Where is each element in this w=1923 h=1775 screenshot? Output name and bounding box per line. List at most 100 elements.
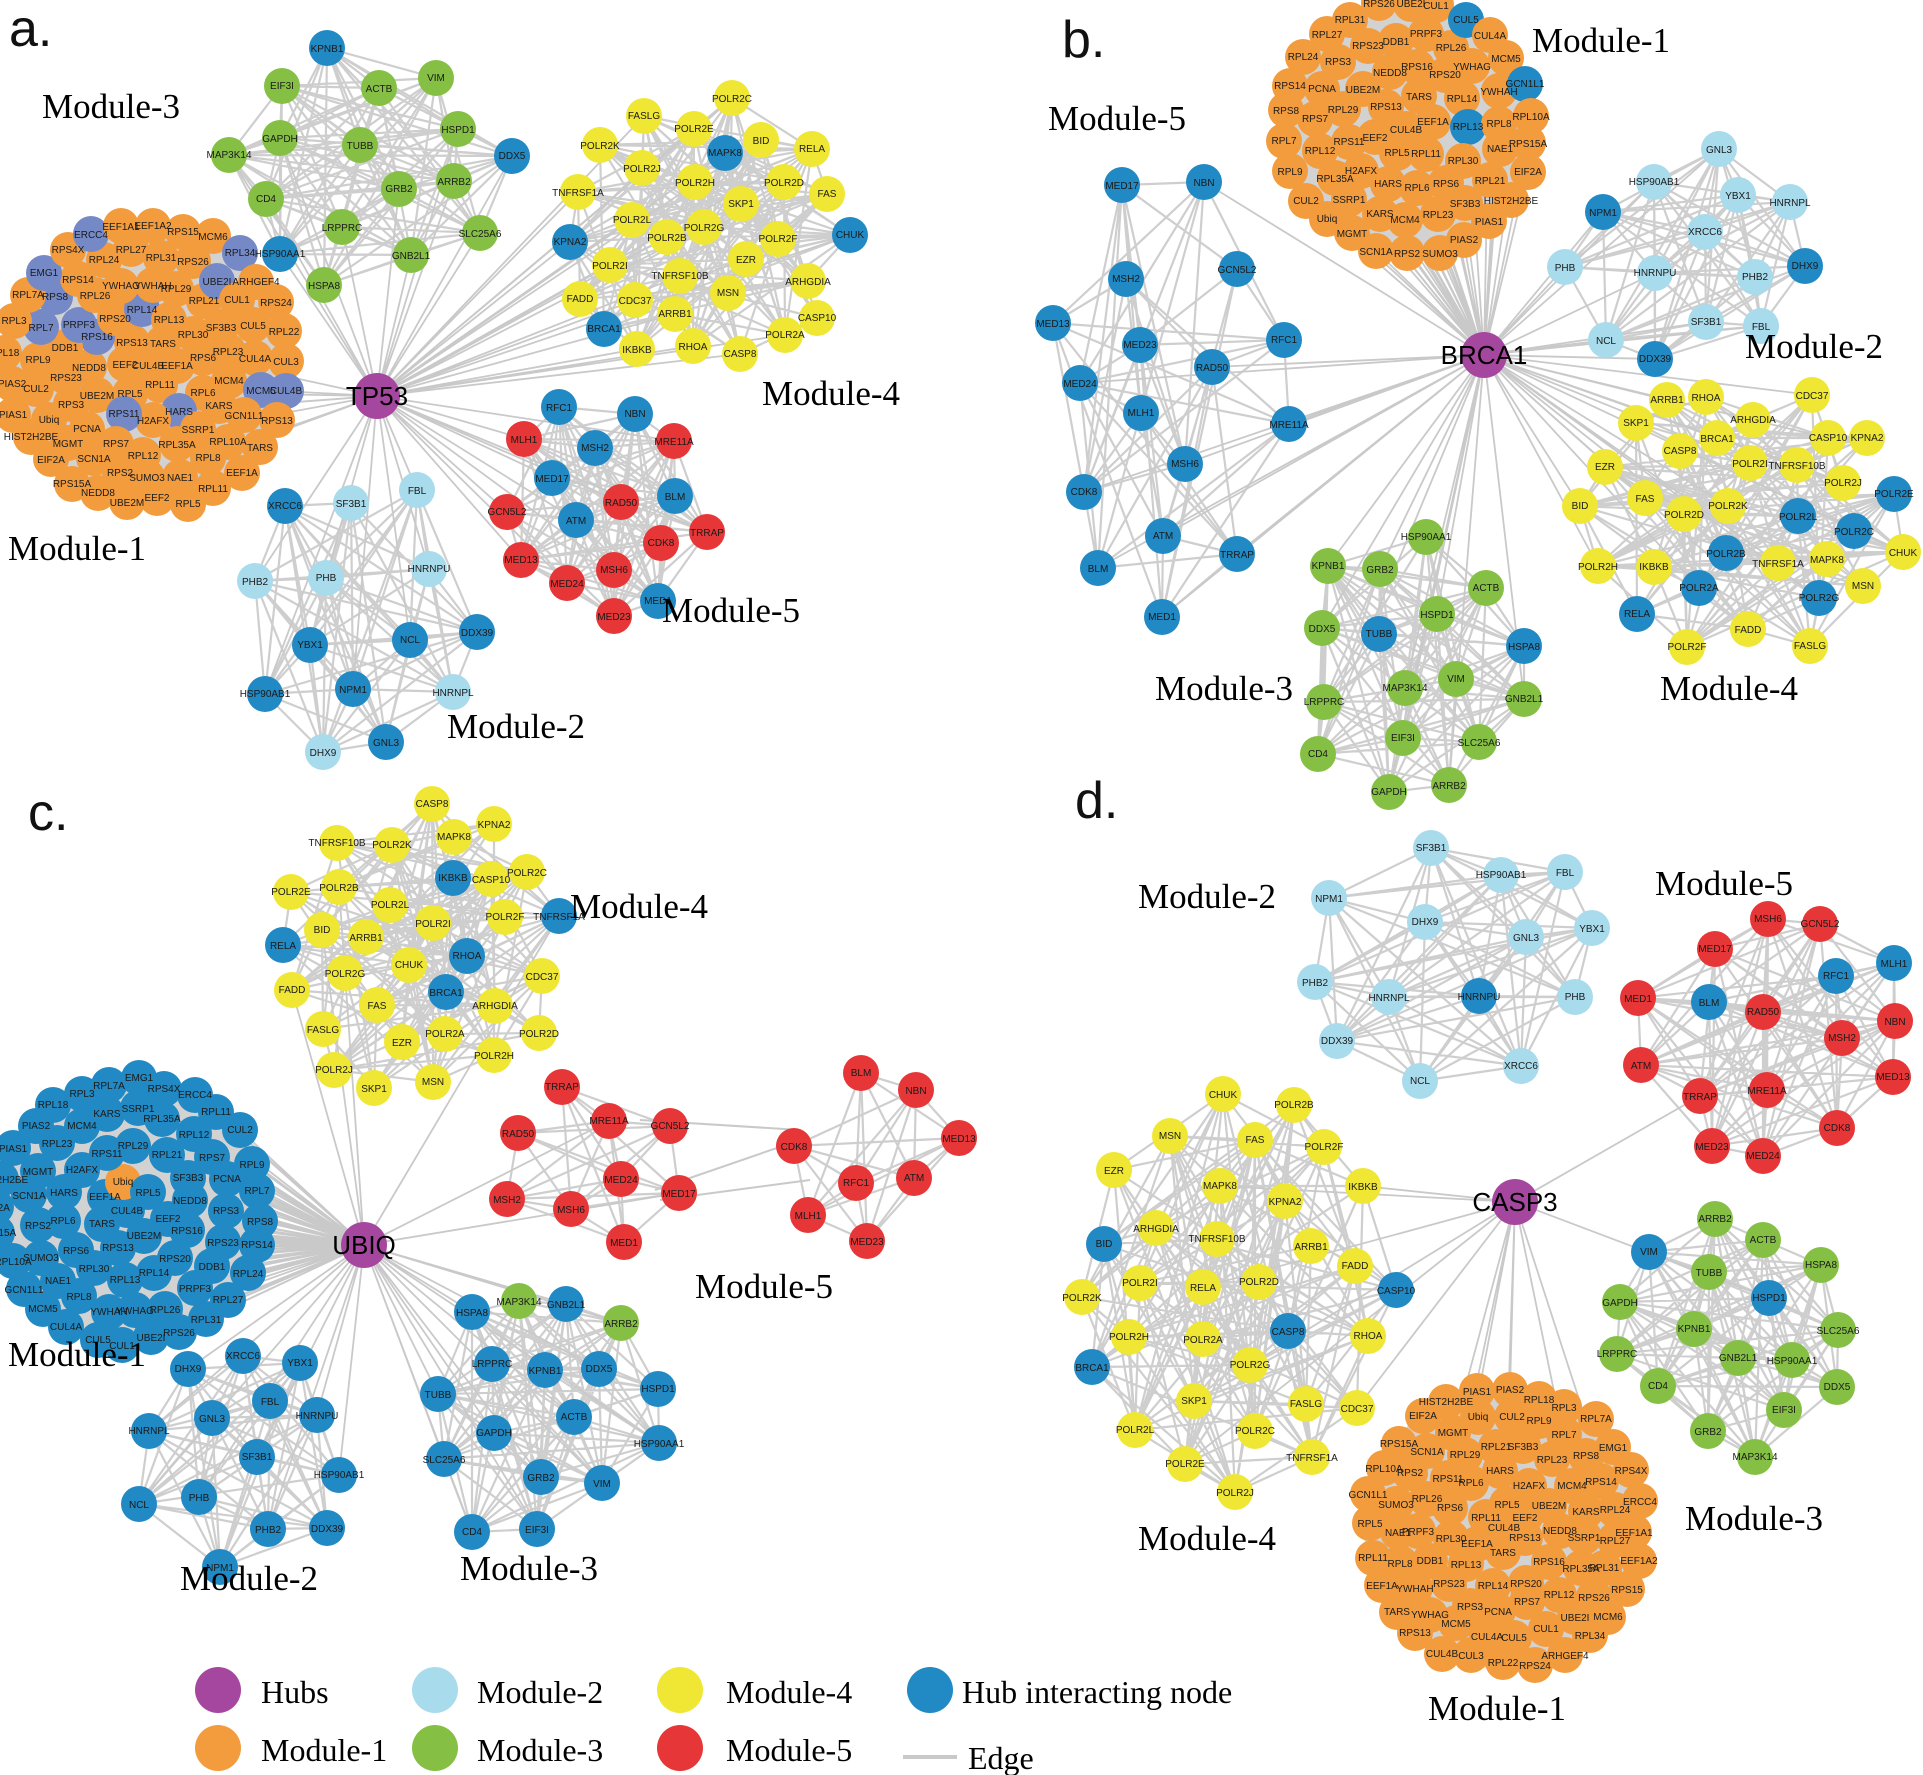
svg-text:CUL1: CUL1 xyxy=(1533,1624,1559,1635)
svg-text:POLR2A: POLR2A xyxy=(765,330,805,341)
svg-text:BID: BID xyxy=(314,925,331,936)
svg-text:PRPF3: PRPF3 xyxy=(179,1284,212,1295)
svg-text:RPL5: RPL5 xyxy=(1494,1500,1519,1511)
svg-text:CASP10: CASP10 xyxy=(798,313,837,324)
svg-text:DHX9: DHX9 xyxy=(1792,261,1819,272)
svg-text:RPL14: RPL14 xyxy=(1478,1581,1509,1592)
svg-text:RPL11: RPL11 xyxy=(201,1107,231,1118)
svg-text:KARS: KARS xyxy=(205,401,233,412)
svg-text:H2AFX: H2AFX xyxy=(66,1165,99,1176)
svg-text:EZR: EZR xyxy=(1104,1166,1124,1177)
svg-text:Module-4: Module-4 xyxy=(726,1674,852,1710)
svg-text:CUL1: CUL1 xyxy=(1423,1,1449,12)
svg-text:SUMO3: SUMO3 xyxy=(23,1253,59,1264)
svg-text:HARS: HARS xyxy=(1374,179,1402,190)
svg-text:POLR2L: POLR2L xyxy=(1779,512,1818,523)
svg-text:PIAS1: PIAS1 xyxy=(0,1144,28,1155)
svg-text:PHB2: PHB2 xyxy=(1742,272,1769,283)
svg-text:RPL18: RPL18 xyxy=(1524,1395,1555,1406)
svg-text:POLR2K: POLR2K xyxy=(1708,501,1748,512)
svg-text:GNL3: GNL3 xyxy=(1513,933,1540,944)
svg-text:RPL14: RPL14 xyxy=(1447,94,1478,105)
svg-text:MSN: MSN xyxy=(422,1077,444,1088)
svg-text:RPL24: RPL24 xyxy=(233,1269,264,1280)
svg-text:RPL30: RPL30 xyxy=(1448,156,1479,167)
svg-text:PIAS2: PIAS2 xyxy=(22,1121,51,1132)
svg-text:KPNA2: KPNA2 xyxy=(1269,1197,1302,1208)
svg-text:EIF3I: EIF3I xyxy=(525,1525,549,1536)
svg-text:RPS6: RPS6 xyxy=(63,1246,90,1257)
svg-text:RPL10A: RPL10A xyxy=(1365,1464,1403,1475)
svg-text:PIAS1: PIAS1 xyxy=(0,410,28,421)
svg-text:POLR2D: POLR2D xyxy=(1664,510,1704,521)
svg-text:RPS13: RPS13 xyxy=(1370,102,1402,113)
svg-text:H2AFX: H2AFX xyxy=(137,416,170,427)
svg-text:RPS26: RPS26 xyxy=(177,257,209,268)
svg-text:RPL13: RPL13 xyxy=(110,1275,141,1286)
svg-text:Module-1: Module-1 xyxy=(261,1732,387,1768)
svg-text:Module-5: Module-5 xyxy=(726,1732,852,1768)
svg-text:POLR2L: POLR2L xyxy=(1116,1425,1155,1436)
svg-text:H2AFX: H2AFX xyxy=(1513,1481,1546,1492)
svg-text:MCM4: MCM4 xyxy=(1557,1481,1587,1492)
svg-text:MSH6: MSH6 xyxy=(557,1205,585,1216)
svg-text:POLR2J: POLR2J xyxy=(315,1065,353,1076)
svg-text:DDX5: DDX5 xyxy=(499,151,526,162)
svg-text:NEDD8: NEDD8 xyxy=(72,363,106,374)
svg-text:CUL5: CUL5 xyxy=(240,321,266,332)
svg-text:HIST2H2BE: HIST2H2BE xyxy=(0,1175,29,1186)
svg-text:CUL2: CUL2 xyxy=(1499,1412,1525,1423)
svg-text:DDX5: DDX5 xyxy=(1824,1382,1851,1393)
svg-text:Module-5: Module-5 xyxy=(1048,99,1186,138)
svg-text:RAD50: RAD50 xyxy=(605,498,638,509)
svg-text:TARS: TARS xyxy=(150,339,176,350)
svg-text:NBN: NBN xyxy=(624,409,645,420)
svg-text:CUL3: CUL3 xyxy=(1458,1651,1484,1662)
svg-text:YBX1: YBX1 xyxy=(1579,924,1605,935)
svg-text:ARRB1: ARRB1 xyxy=(658,309,692,320)
svg-text:RPL29: RPL29 xyxy=(161,284,192,295)
svg-text:TNFRSF1A: TNFRSF1A xyxy=(552,188,604,199)
svg-text:YWHAH: YWHAH xyxy=(90,1307,127,1318)
svg-text:MAP3K14: MAP3K14 xyxy=(206,150,251,161)
svg-text:RPL35A: RPL35A xyxy=(158,440,196,451)
svg-text:EEF1A: EEF1A xyxy=(1461,1539,1493,1550)
svg-text:PCNA: PCNA xyxy=(1308,84,1336,95)
svg-text:SF3B1: SF3B1 xyxy=(242,1452,273,1463)
svg-text:RPL12: RPL12 xyxy=(128,451,159,462)
svg-text:TARS: TARS xyxy=(1406,92,1432,103)
svg-text:TNFRSF1A: TNFRSF1A xyxy=(1286,1453,1338,1464)
svg-text:RPS14: RPS14 xyxy=(1274,81,1306,92)
svg-text:CASP3: CASP3 xyxy=(1472,1187,1557,1217)
svg-text:RPS7: RPS7 xyxy=(1302,114,1329,125)
svg-text:MSH2: MSH2 xyxy=(581,443,609,454)
svg-text:RPL26: RPL26 xyxy=(1436,43,1467,54)
svg-text:RELA: RELA xyxy=(799,144,825,155)
svg-text:RPL29: RPL29 xyxy=(118,1141,149,1152)
svg-text:Ubiq: Ubiq xyxy=(113,1177,134,1188)
svg-text:POLR2B: POLR2B xyxy=(1274,1100,1314,1111)
svg-text:TUBB: TUBB xyxy=(347,141,374,152)
svg-text:CUL4B: CUL4B xyxy=(270,386,303,397)
svg-text:RPL11: RPL11 xyxy=(1358,1553,1388,1564)
svg-text:RPS6: RPS6 xyxy=(190,353,217,364)
svg-text:FADD: FADD xyxy=(567,294,594,305)
svg-text:HNRNPU: HNRNPU xyxy=(1458,992,1501,1003)
svg-text:ACTB: ACTB xyxy=(1473,583,1500,594)
svg-text:RPS6: RPS6 xyxy=(1437,1503,1464,1514)
svg-text:EIF2A: EIF2A xyxy=(1409,1411,1437,1422)
svg-text:Module-4: Module-4 xyxy=(570,887,708,926)
svg-text:CUL5: CUL5 xyxy=(1501,1633,1527,1644)
svg-text:DDX5: DDX5 xyxy=(1309,624,1336,635)
svg-text:TUBB: TUBB xyxy=(1696,1268,1723,1279)
svg-text:POLR2G: POLR2G xyxy=(1799,593,1840,604)
svg-text:CUL4A: CUL4A xyxy=(50,1322,83,1333)
svg-text:TARS: TARS xyxy=(247,443,273,454)
svg-text:POLR2F: POLR2F xyxy=(1668,642,1707,653)
svg-text:Ubiq: Ubiq xyxy=(39,415,60,426)
svg-text:RPL30: RPL30 xyxy=(79,1264,110,1275)
svg-text:RPL30: RPL30 xyxy=(178,330,209,341)
svg-text:POLR2C: POLR2C xyxy=(1235,1426,1275,1437)
svg-text:DDX39: DDX39 xyxy=(1321,1036,1354,1047)
svg-text:ARRB1: ARRB1 xyxy=(1650,395,1684,406)
